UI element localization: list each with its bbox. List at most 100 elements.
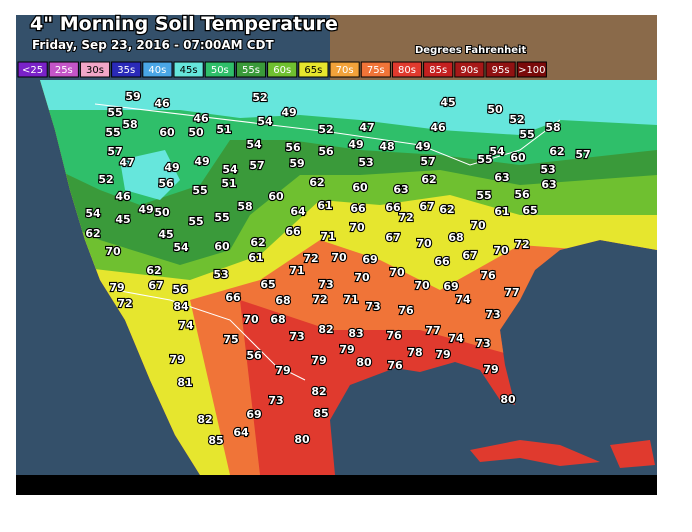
legend-label: 95s <box>492 65 510 76</box>
station-value: 79 <box>311 354 326 367</box>
station-value: 70 <box>416 237 432 250</box>
station-value: 62 <box>309 176 324 189</box>
station-value: 52 <box>318 123 333 136</box>
station-value: 64 <box>233 426 249 439</box>
station-value: 66 <box>434 255 450 268</box>
station-value: 72 <box>398 211 413 224</box>
station-value: 73 <box>268 394 283 407</box>
station-value: 55 <box>477 153 492 166</box>
station-value: 77 <box>504 286 519 299</box>
station-value: 73 <box>365 300 380 313</box>
station-value: 80 <box>500 393 516 406</box>
station-value: 49 <box>194 155 209 168</box>
legend: <25 25s 30s 35s 40s 45s 50s 55s 60s 65s 70s 75s 80s 8… <box>17 61 547 78</box>
station-value: 59 <box>289 157 304 170</box>
station-value: 70 <box>331 251 347 264</box>
station-value: 85 <box>313 407 328 420</box>
legend-swatch <box>298 61 329 78</box>
units: Degrees Fahrenheit <box>415 45 526 56</box>
station-value: 82 <box>318 323 333 336</box>
station-value: 79 <box>483 363 498 376</box>
station-value: 51 <box>216 123 231 136</box>
station-value: 69 <box>362 253 377 266</box>
station-value: 58 <box>545 121 560 134</box>
station-value: 70 <box>389 266 405 279</box>
station-value: 71 <box>343 293 358 306</box>
station-value: 49 <box>415 140 430 153</box>
legend-label: >100 <box>518 65 545 76</box>
legend-label: 35s <box>117 65 135 76</box>
station-value: 60 <box>268 190 284 203</box>
station-value: 68 <box>270 313 285 326</box>
station-value: 70 <box>349 221 365 234</box>
station-value: 76 <box>480 269 496 282</box>
legend-swatch <box>329 61 360 78</box>
legend-label: 65s <box>304 65 322 76</box>
station-value: 46 <box>154 97 170 110</box>
station-value: 55 <box>214 211 229 224</box>
station-value: 62 <box>549 145 564 158</box>
station-value: 62 <box>146 264 161 277</box>
station-value: 70 <box>470 219 486 232</box>
legend-swatch <box>516 61 547 78</box>
station-value: 56 <box>285 141 301 154</box>
station-value: 67 <box>385 231 400 244</box>
station-value: 49 <box>348 138 363 151</box>
station-value: 76 <box>386 329 402 342</box>
station-value: 56 <box>158 177 174 190</box>
station-value: 69 <box>246 408 261 421</box>
station-value: 50 <box>487 103 503 116</box>
station-value: 73 <box>475 337 490 350</box>
station-value: 62 <box>439 203 454 216</box>
legend-label: 30s <box>86 65 104 76</box>
legend-label: 85s <box>429 65 447 76</box>
station-value: 66 <box>285 225 301 238</box>
legend-swatch <box>454 61 485 78</box>
station-value: 49 <box>138 203 153 216</box>
legend-label: 70s <box>336 65 354 76</box>
legend-label: 25s <box>55 65 73 76</box>
station-value: 60 <box>159 126 175 139</box>
station-value: 55 <box>519 128 534 141</box>
station-value: 78 <box>407 346 422 359</box>
cuba <box>470 440 600 466</box>
legend-swatch <box>360 61 391 78</box>
station-value: 84 <box>173 300 189 313</box>
station-value: 46 <box>430 121 446 134</box>
station-value: 82 <box>311 385 326 398</box>
station-value: 72 <box>117 297 132 310</box>
station-value: 70 <box>414 279 430 292</box>
station-value: 49 <box>164 161 179 174</box>
station-value: 52 <box>252 91 267 104</box>
station-value: 56 <box>514 188 530 201</box>
station-value: 55 <box>105 126 120 139</box>
station-value: 62 <box>250 236 265 249</box>
station-value: 57 <box>107 145 122 158</box>
station-value: 49 <box>281 106 296 119</box>
legend-label: <25 <box>22 65 43 76</box>
legend-label: 50s <box>211 65 229 76</box>
station-value: 65 <box>260 278 275 291</box>
legend-swatch <box>173 61 204 78</box>
station-value: 51 <box>221 177 236 190</box>
legend-swatch <box>142 61 173 78</box>
station-value: 68 <box>448 231 463 244</box>
station-value: 60 <box>352 181 368 194</box>
station-value: 66 <box>385 201 401 214</box>
legend-swatch <box>111 61 142 78</box>
legend-swatch <box>235 61 267 78</box>
legend-swatch <box>48 61 79 78</box>
station-value: 60 <box>214 240 230 253</box>
station-value: 70 <box>354 271 370 284</box>
station-value: 53 <box>540 163 555 176</box>
station-value: 61 <box>494 205 509 218</box>
station-value: 71 <box>289 264 304 277</box>
station-value: 61 <box>317 199 332 212</box>
subtitle: Friday, Sep 23, 2016 - 07:00AM CDT <box>32 38 274 52</box>
legend-swatch <box>485 61 516 78</box>
station-value: 63 <box>541 178 556 191</box>
title: 4" Morning Soil Temperature <box>30 13 338 35</box>
station-value: 74 <box>448 332 464 345</box>
